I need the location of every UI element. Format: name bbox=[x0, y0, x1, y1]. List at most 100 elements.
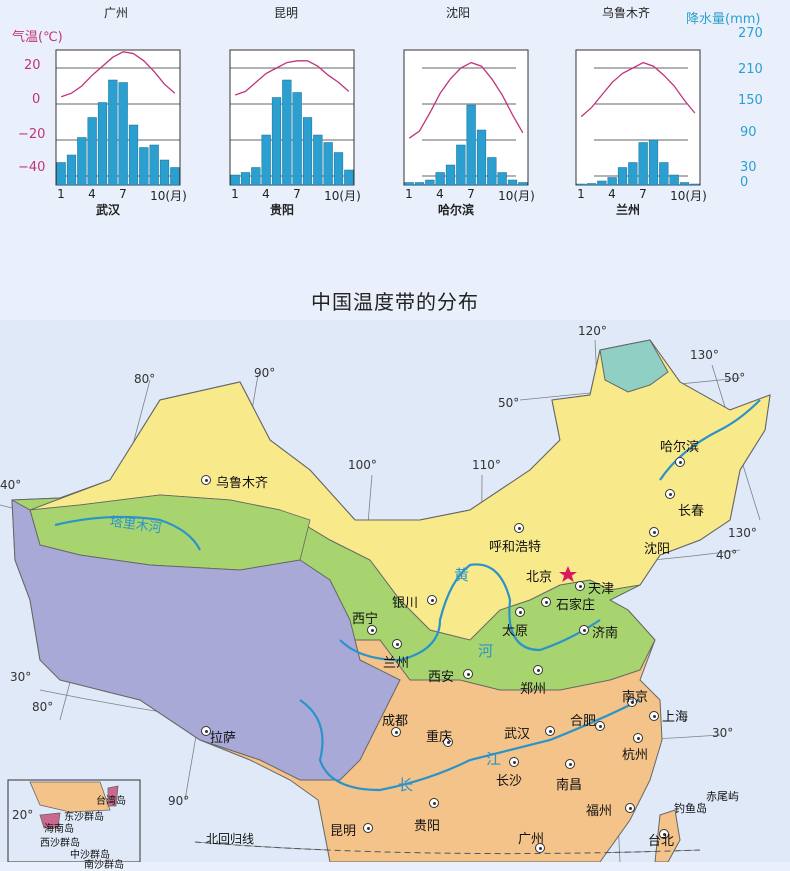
precipitation-bar bbox=[302, 117, 313, 186]
city-label: 武汉 bbox=[504, 727, 531, 742]
chart-city-label: 昆明 bbox=[273, 6, 298, 20]
precipitation-bar bbox=[679, 182, 690, 186]
city-marker bbox=[633, 733, 643, 743]
precipitation-bar bbox=[230, 174, 240, 186]
precipitation-bar bbox=[292, 92, 302, 186]
city-marker bbox=[649, 711, 659, 721]
city-marker bbox=[201, 726, 211, 736]
inset-nansha-label: 南沙群岛 bbox=[84, 860, 124, 871]
city-marker bbox=[514, 523, 524, 533]
chart-title: 贵阳 bbox=[269, 203, 294, 217]
city-marker bbox=[545, 726, 555, 736]
precipitation-bar bbox=[404, 182, 414, 186]
city-marker bbox=[391, 727, 401, 737]
month-tick: 7 bbox=[119, 187, 127, 201]
city-marker bbox=[541, 597, 551, 607]
city-marker bbox=[515, 607, 525, 617]
precipitation-bar bbox=[507, 179, 518, 186]
precipitation-bar bbox=[170, 167, 180, 186]
latitude-label: 30° bbox=[712, 726, 734, 740]
map-title: 中国温度带的分布 bbox=[311, 290, 479, 314]
inset-xisha-label: 西沙群岛 bbox=[40, 838, 80, 849]
precipitation-tick: 150 bbox=[738, 93, 763, 108]
precipitation-bar bbox=[149, 144, 159, 186]
city-label: 郑州 bbox=[520, 682, 547, 697]
precipitation-bar bbox=[497, 172, 507, 186]
city-marker bbox=[443, 737, 453, 747]
island-label-diaoyu: 钓鱼岛 bbox=[674, 802, 707, 815]
precipitation-bar bbox=[597, 180, 607, 186]
precipitation-bar bbox=[251, 167, 261, 186]
month-tick: 7 bbox=[467, 187, 475, 201]
city-marker bbox=[533, 665, 543, 675]
city-marker bbox=[575, 581, 585, 591]
city-marker bbox=[627, 697, 637, 707]
temperature-line bbox=[60, 51, 176, 98]
precipitation-bar bbox=[159, 159, 170, 186]
city-marker bbox=[427, 595, 437, 605]
tropic-of-cancer-label: 北回归线 bbox=[206, 832, 255, 846]
month-tick: 10(月) bbox=[670, 189, 707, 203]
precipitation-tick: 90 bbox=[740, 125, 757, 140]
climate-chart-3 bbox=[575, 49, 701, 186]
month-tick: 7 bbox=[293, 187, 301, 201]
longitude-label: 80° bbox=[32, 700, 54, 714]
month-tick: 10(月) bbox=[498, 189, 535, 203]
precipitation-tick: 30 bbox=[740, 160, 757, 175]
city-label: 台北 bbox=[648, 834, 675, 849]
city-label: 兰州 bbox=[383, 656, 410, 671]
river-label-chang: 长 bbox=[398, 776, 414, 794]
inset-taiwan-label: 台湾岛 bbox=[96, 796, 126, 807]
precipitation-bar bbox=[617, 167, 628, 186]
city-marker bbox=[463, 669, 473, 679]
city-label: 昆明 bbox=[330, 824, 357, 839]
precipitation-bar bbox=[56, 162, 66, 186]
precipitation-bar bbox=[66, 154, 77, 186]
month-tick: 10(月) bbox=[150, 189, 187, 203]
chart-frame bbox=[55, 49, 181, 186]
city-label: 太原 bbox=[502, 624, 529, 639]
city-marker bbox=[367, 625, 377, 635]
inset-hainan-label: 海南岛 bbox=[44, 824, 74, 835]
longitude-label: 120° bbox=[578, 324, 607, 338]
chart-frame bbox=[403, 49, 529, 186]
city-label: 福州 bbox=[586, 804, 613, 819]
climate-charts-svg bbox=[55, 49, 701, 186]
city-label: 重庆 bbox=[426, 730, 453, 745]
month-tick: 4 bbox=[88, 187, 96, 201]
precipitation-bar bbox=[456, 144, 466, 186]
precipitation-bar bbox=[77, 137, 87, 186]
precipitation-bar bbox=[282, 79, 292, 186]
city-label: 西宁 bbox=[352, 612, 379, 627]
city-marker bbox=[201, 475, 211, 485]
city-label: 天津 bbox=[588, 582, 615, 597]
city-marker bbox=[625, 803, 635, 813]
city-label: 石家庄 bbox=[556, 598, 596, 613]
temperature-line bbox=[580, 61, 696, 118]
precipitation-tick: 270 bbox=[738, 26, 763, 41]
precipitation-bar bbox=[108, 79, 118, 186]
city-marker bbox=[659, 829, 669, 839]
chart-city-label: 沈阳 bbox=[445, 6, 470, 20]
precipitation-bar bbox=[271, 97, 282, 186]
chart-title: 哈尔滨 bbox=[437, 203, 474, 217]
precipitation-bar bbox=[313, 134, 323, 186]
precipitation-bar bbox=[638, 142, 648, 186]
chart-title: 武汉 bbox=[95, 203, 120, 217]
chart-frame bbox=[575, 49, 701, 186]
city-label: 上海 bbox=[662, 710, 689, 725]
temperature-tick: 0 bbox=[32, 92, 41, 107]
city-marker bbox=[392, 639, 402, 649]
latitude-label: 40° bbox=[0, 478, 22, 492]
city-marker bbox=[579, 625, 589, 635]
precipitation-bar bbox=[118, 82, 128, 186]
longitude-label: 90° bbox=[254, 366, 276, 380]
city-label: 西安 bbox=[428, 670, 455, 685]
precipitation-bar bbox=[261, 134, 271, 186]
chart-city-label: 乌鲁木齐 bbox=[601, 6, 650, 20]
river-label-huang: 黄 bbox=[454, 566, 470, 584]
latitude-label: 30° bbox=[10, 670, 32, 684]
month-tick: 1 bbox=[57, 187, 65, 201]
precipitation-bar bbox=[576, 183, 586, 186]
city-marker bbox=[509, 757, 519, 767]
